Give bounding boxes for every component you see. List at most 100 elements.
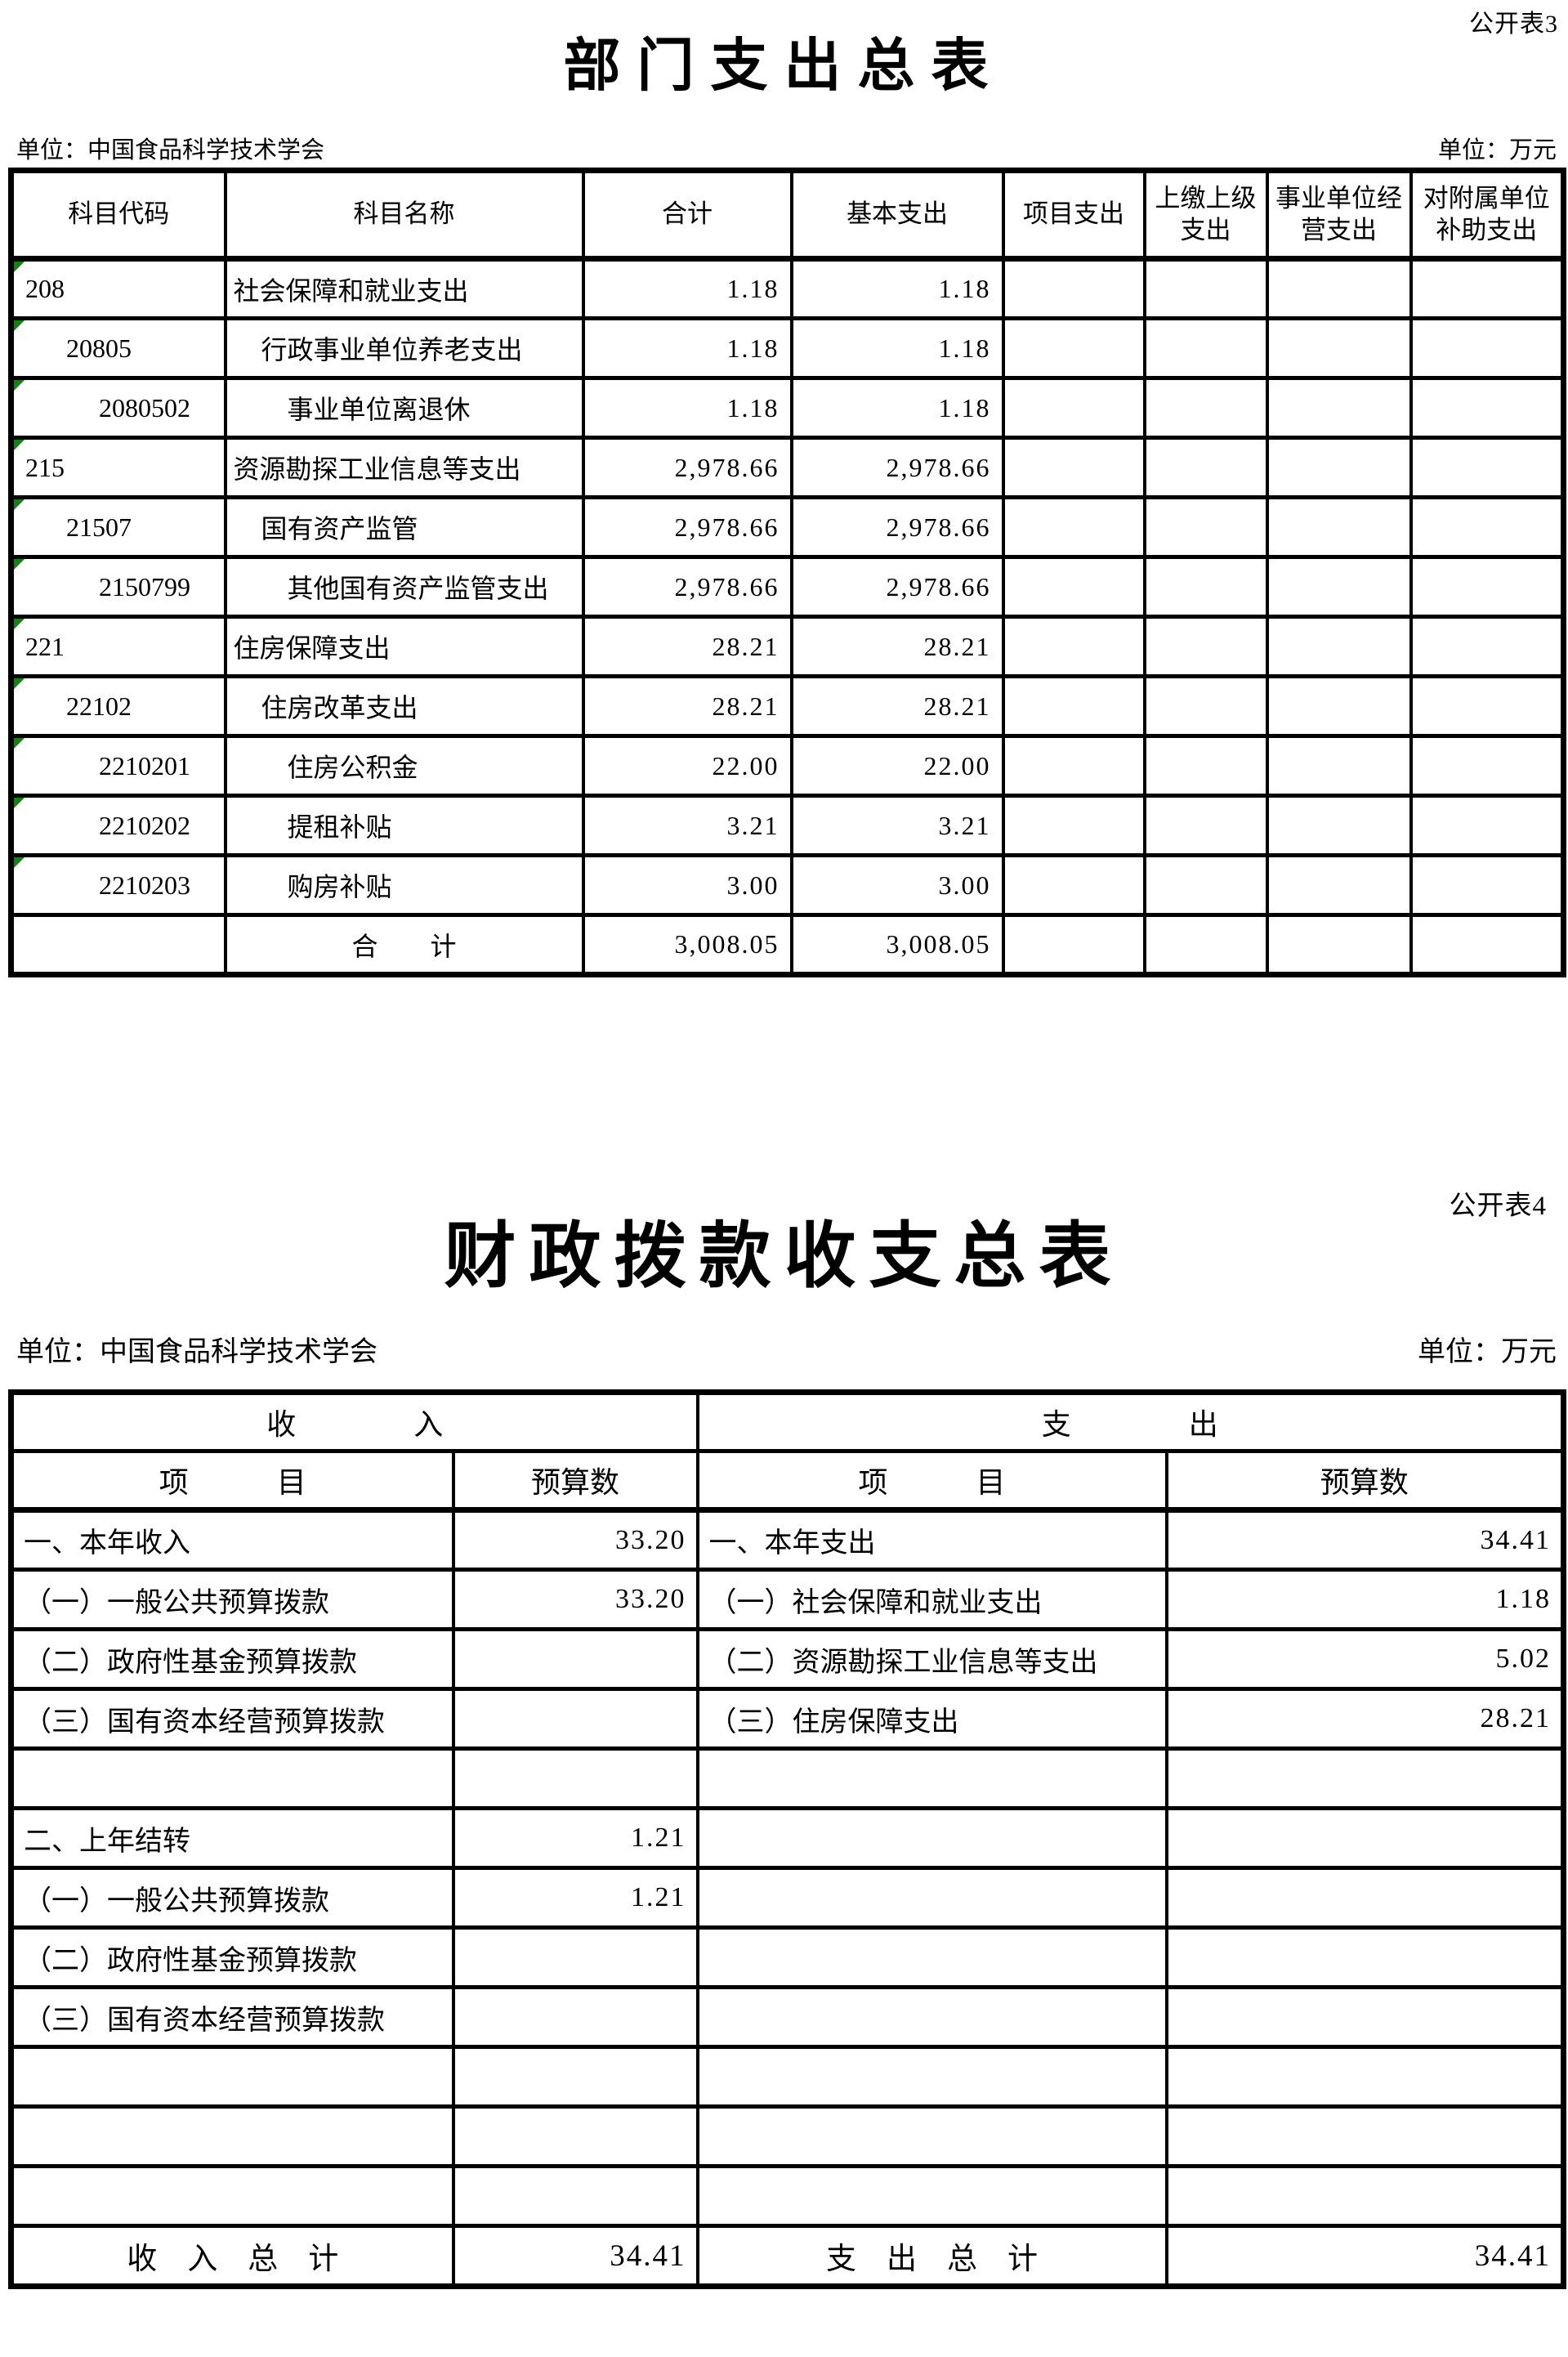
table4-total-row: 收 入 总 计 34.41 支 出 总 计 34.41: [9, 2224, 1566, 2288]
expense-item: [695, 2164, 1168, 2228]
income-budget: [451, 1747, 699, 1810]
total-value: 28.21: [581, 615, 793, 678]
business-value: [1265, 495, 1413, 559]
subject-code: 2080502: [99, 392, 190, 423]
expense-item: （二）资源勘探工业信息等支出: [695, 1627, 1168, 1691]
green-triangle-icon: [14, 262, 25, 272]
total-value: 28.21: [581, 674, 793, 738]
income-item: （一）一般公共预算拨款: [9, 1866, 455, 1930]
subject-code: 20805: [66, 333, 132, 363]
income-item: 一、本年收入: [9, 1508, 455, 1572]
business-value: [1265, 316, 1413, 380]
subsidy-value: [1409, 615, 1566, 678]
subject-code: 2210202: [99, 810, 190, 840]
green-triangle-icon: [14, 680, 25, 689]
header-income-item: 项 目: [9, 1449, 455, 1513]
subsidy-value: [1409, 316, 1566, 380]
business-value: [1265, 674, 1413, 738]
total-value: 1.18: [581, 316, 793, 380]
expense-budget: [1164, 2045, 1566, 2109]
upper-value: [1142, 794, 1269, 857]
project-value: [1001, 495, 1146, 559]
business-value: [1265, 794, 1413, 857]
table-row: 一、本年收入 33.20 一、本年支出 34.41: [9, 1508, 1566, 1572]
business-value: [1265, 853, 1413, 917]
subject-name: 提租补贴: [223, 794, 585, 857]
business-value: [1265, 734, 1413, 798]
table3-unit-name: 单位：中国食品科学技术学会: [16, 137, 325, 163]
subject-name: 住房保障支出: [223, 615, 585, 678]
table3-tag: 公开表3: [1469, 11, 1558, 38]
subject-name: 社会保障和就业支出: [223, 257, 585, 320]
basic-value: 1.18: [789, 376, 1005, 440]
table-row: （三）国有资本经营预算拨款 （三）住房保障支出 28.21: [9, 1687, 1566, 1751]
table4-unit-row: 单位：中国食品科学技术学会 单位：万元: [16, 1329, 1557, 1369]
project-value: [1001, 555, 1146, 619]
table-row: （二）政府性基金预算拨款 （二）资源勘探工业信息等支出 5.02: [9, 1627, 1566, 1691]
table-row: 215 资源勘探工业信息等支出 2,978.66 2,978.66: [9, 436, 1566, 499]
table-row: 22102 住房改革支出 28.21 28.21: [9, 674, 1566, 738]
subject-code: 22102: [66, 691, 132, 721]
expense-item: （三）住房保障支出: [695, 1687, 1168, 1751]
expense-item: [695, 1806, 1168, 1870]
table4-column-header-row: 项 目 预算数 项 目 预算数: [9, 1449, 1566, 1513]
expense-budget: [1164, 1866, 1566, 1930]
expense-budget: [1164, 2164, 1566, 2228]
upper-value: [1142, 913, 1269, 977]
income-item: （一）一般公共预算拨款: [9, 1568, 455, 1631]
subsidy-value: [1409, 674, 1566, 738]
income-budget: [451, 1925, 699, 1989]
total-value: 3.21: [581, 794, 793, 857]
expense-item: 一、本年支出: [695, 1508, 1168, 1572]
project-value: [1001, 853, 1146, 917]
income-total-value: 34.41: [451, 2224, 699, 2288]
subject-code: 208: [25, 274, 65, 303]
table-row: [9, 2164, 1566, 2228]
table-row: 2080502 事业单位离退休 1.18 1.18: [9, 376, 1566, 440]
green-triangle-icon: [14, 322, 25, 331]
subject-code: 21507: [66, 512, 132, 542]
income-budget: 1.21: [451, 1866, 699, 1930]
business-value: [1265, 436, 1413, 499]
subject-name: 其他国有资产监管支出: [223, 555, 585, 619]
green-triangle-icon: [14, 441, 25, 450]
subject-name: 住房改革支出: [223, 674, 585, 738]
header-upper-level-expenditure: 上缴上级 支出: [1142, 168, 1269, 262]
total-value: 2,978.66: [581, 555, 793, 619]
business-value: [1265, 376, 1413, 440]
subject-code: 2210201: [99, 750, 190, 780]
project-value: [1001, 316, 1146, 380]
header-income-budget: 预算数: [451, 1449, 699, 1513]
table4-title: 财政拨款收支总表: [444, 1218, 1124, 1297]
header-expense-budget: 预算数: [1164, 1449, 1566, 1513]
project-value: [1001, 734, 1146, 798]
expense-item: [695, 2045, 1168, 2109]
table4-unit-currency: 单位：万元: [1418, 1337, 1557, 1367]
table4-tag: 公开表4: [1449, 1192, 1547, 1221]
basic-value: 2,978.66: [789, 436, 1005, 499]
table-row: 221 住房保障支出 28.21 28.21: [9, 615, 1566, 678]
subject-code: 2150799: [99, 571, 190, 602]
upper-value: [1142, 316, 1269, 380]
income-budget: [451, 1627, 699, 1691]
group-header-income: 收 入: [9, 1390, 699, 1453]
green-triangle-icon: [14, 501, 25, 510]
header-project-expenditure: 项目支出: [1001, 168, 1146, 262]
subsidy-value: [1409, 853, 1566, 917]
subsidy-value: [1409, 436, 1566, 499]
table-row: 二、上年结转 1.21: [9, 1806, 1566, 1870]
upper-value: [1142, 615, 1269, 678]
income-budget: [451, 1985, 699, 2049]
table-row: （一）一般公共预算拨款 33.20 （一）社会保障和就业支出 1.18: [9, 1568, 1566, 1631]
expense-total-label: 支 出 总 计: [695, 2224, 1168, 2288]
total-value: 2,978.66: [581, 495, 793, 559]
income-item: 二、上年结转: [9, 1806, 455, 1870]
income-total-label: 收 入 总 计: [9, 2224, 455, 2288]
expense-budget: 28.21: [1164, 1687, 1566, 1751]
income-item: （二）政府性基金预算拨款: [9, 1627, 455, 1691]
subject-name: 资源勘探工业信息等支出: [223, 436, 585, 499]
basic-value: 2,978.66: [789, 495, 1005, 559]
expense-budget: [1164, 1925, 1566, 1989]
expense-budget: [1164, 1806, 1566, 1870]
basic-value: 1.18: [789, 257, 1005, 320]
